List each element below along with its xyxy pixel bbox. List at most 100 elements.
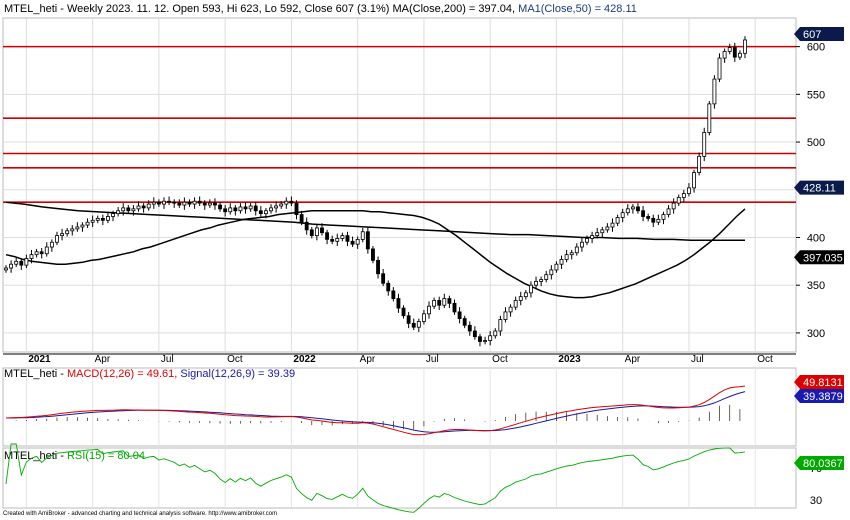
candle-body [651, 217, 656, 223]
candle-body [544, 274, 549, 280]
candle-body [330, 238, 335, 242]
candle-body [427, 305, 431, 315]
candle-body [421, 313, 426, 322]
candle-body [656, 218, 661, 223]
badge-shape [794, 26, 844, 41]
price-tick-label: 500 [807, 137, 825, 149]
badge-label: 39.3879 [803, 391, 843, 403]
candle-body [269, 207, 273, 212]
candle-body [228, 207, 233, 213]
candle-body [396, 298, 401, 309]
candle-body [579, 241, 584, 248]
candle-body [167, 200, 172, 203]
time-axis-label: Jul [161, 354, 174, 365]
candle-body [503, 311, 508, 320]
candle-body [238, 206, 243, 212]
last-close-badge: 607 [794, 26, 844, 41]
candle-body [202, 202, 207, 206]
candle-body [294, 202, 299, 215]
candle-body [687, 187, 691, 194]
candle-body [65, 230, 70, 235]
candle-body [70, 228, 75, 232]
candle-body [569, 252, 574, 256]
candle-body [722, 51, 727, 59]
candle-body [223, 208, 228, 213]
rsi-symbol: MTEL_heti - [4, 450, 67, 462]
candle-body [258, 210, 263, 215]
time-axis-label: Apr [95, 354, 111, 365]
candle-body [340, 235, 345, 239]
candle-body [60, 233, 64, 236]
macd-legend: MACD(12,26) = 49.61, [67, 368, 180, 380]
candle-body [727, 47, 732, 52]
candle-body [187, 201, 192, 205]
candle-body [732, 47, 737, 58]
candle-body [554, 263, 559, 271]
candle-body [274, 205, 279, 209]
footer-credit: Created with AmiBroker - advanced charti… [3, 511, 278, 517]
candle-body [111, 213, 115, 217]
candle-body [625, 208, 630, 214]
candle-body [350, 240, 355, 245]
candle-body [702, 132, 707, 157]
candle-body [620, 212, 625, 218]
rsi-badge: 80.0367 [794, 456, 844, 470]
macd-symbol: MTEL_heti - [4, 368, 67, 380]
candle-body [692, 172, 696, 189]
candle-body [55, 235, 59, 243]
candle-body [574, 246, 579, 254]
signal-legend: Signal(12,26,9) = 39.39 [180, 368, 295, 380]
ma200-line [5, 201, 745, 242]
candle-body [14, 260, 19, 265]
candle-body [564, 254, 569, 260]
ma200-legend: MA(Close,200) = 397.04, [393, 3, 519, 15]
candle-body [172, 201, 177, 204]
candle-body [365, 231, 370, 250]
candle-body [600, 229, 605, 234]
candle-body [630, 206, 635, 210]
candle-body [4, 267, 8, 271]
candle-body [493, 330, 498, 337]
candle-body [676, 197, 681, 204]
candle-body [146, 203, 151, 209]
candle-body [457, 311, 462, 320]
candle-body [34, 251, 39, 256]
candle-body [681, 193, 686, 198]
candle-body [452, 302, 457, 313]
candle-body [661, 214, 666, 220]
candle-body [248, 205, 253, 210]
time-axis-label: Oct [227, 354, 243, 365]
candle-body [289, 200, 294, 204]
price-tick-label: 300 [807, 328, 825, 340]
candle-body [462, 318, 467, 326]
candle-body [518, 296, 523, 301]
price-tick-label: 400 [807, 232, 825, 244]
candle-body [467, 324, 472, 332]
candle-body [253, 205, 258, 212]
candle-body [717, 57, 722, 80]
candle-body [559, 259, 564, 265]
candle-body [284, 200, 289, 205]
time-axis-label: Jul [691, 354, 704, 365]
rsi-panel [2, 447, 797, 509]
candle-body [85, 221, 90, 226]
time-axis-label: 2023 [558, 354, 581, 365]
candle-body [437, 300, 442, 306]
candle-body [590, 235, 595, 239]
candle-body [243, 206, 248, 210]
time-axis-label: Oct [757, 354, 773, 365]
candle-body [432, 300, 437, 307]
badge-label: 80.0367 [803, 458, 843, 470]
candle-body [549, 269, 554, 276]
candle-body [39, 251, 44, 255]
badge-shape [794, 456, 844, 470]
candle-body [386, 282, 391, 292]
candle-body [743, 39, 747, 54]
price-tick-label: 550 [807, 89, 825, 101]
candle-body [325, 232, 330, 240]
macd-badge: 49.8131 [794, 375, 844, 389]
candle-body [263, 210, 268, 215]
candle-body [605, 226, 610, 231]
candle-body [697, 155, 702, 173]
